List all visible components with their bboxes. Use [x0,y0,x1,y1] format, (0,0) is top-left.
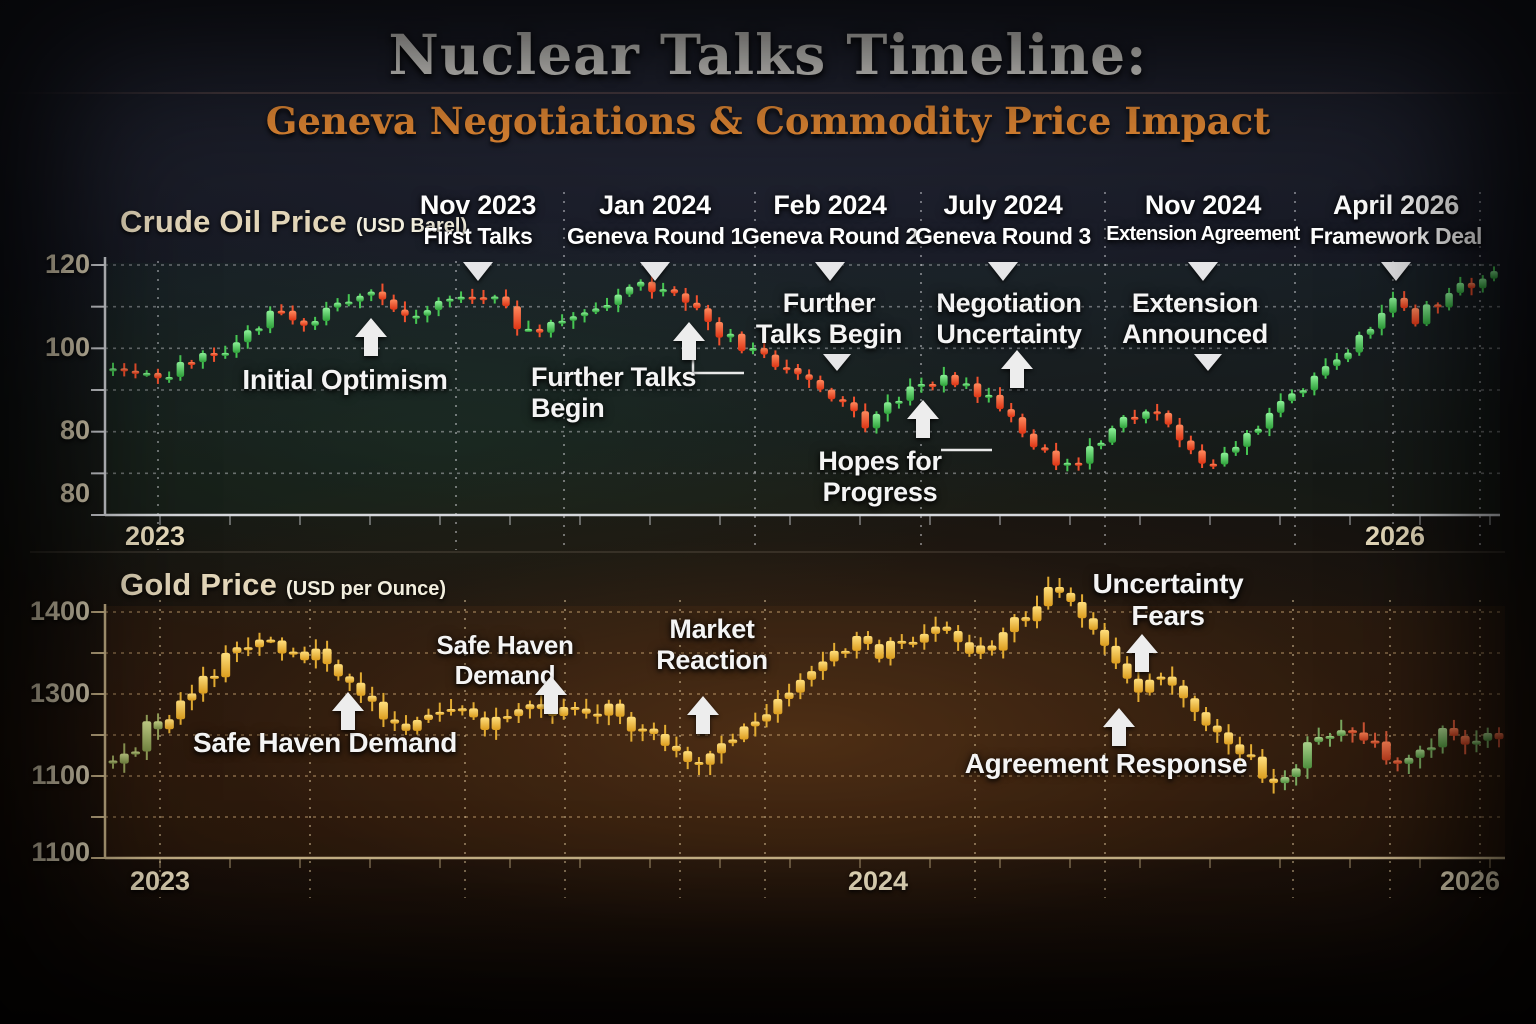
annotation-arrow-up-icon [906,400,940,443]
annotation-arrow-up-icon [354,318,388,361]
gold-y-axis-label: 1100 [31,837,90,867]
page-subtitle: Geneva Negotiations & Commodity Price Im… [265,99,1271,143]
gold-candlestick-series [108,576,1504,794]
timeline-marker-triangle-icon [815,262,845,286]
event-date: April 2026 [1332,190,1460,220]
annotation-safe-haven-demand-2: Safe Haven Demand [436,630,573,690]
annotation-line: Fears [1131,600,1205,632]
crude-oil-x-axis-label: 2023 [124,521,186,551]
annotation-safe-haven-demand-1: Safe Haven Demand [193,727,457,759]
timeline-marker-triangle-icon [1188,262,1218,286]
annotation-line: Further Talks [531,362,697,392]
gold-y-axis-label: 1400 [29,596,90,626]
event-date: Feb 2024 [773,190,887,220]
annotation-line: Extension [1131,288,1259,318]
timeline-event-nov-2023: Nov 2023 First Talks [420,190,536,250]
annotation-line: Uncertainty [1092,568,1244,599]
annotation-line: Further [782,288,876,318]
annotation-arrow-up-icon [686,696,720,739]
event-sublabel: Geneva Round 1 [567,223,743,249]
annotation-further-talks-begin-2: Further Talks Begin [755,288,903,351]
annotation-uncertainty-fears: Uncertainty Fears [1093,568,1244,633]
gold-chart-heading: Gold Price (USD per Ounce) [120,567,446,603]
timeline-event-jan-2024: Jan 2024 Geneva Round 1 [567,190,743,250]
annotation-agreement-response: Agreement Response [964,748,1248,780]
gold-chart-title: Gold Price [120,567,278,602]
event-date: Nov 2023 [419,190,537,220]
event-sublabel: Extension Agreement [1106,223,1300,245]
crude-oil-y-axis-label: 120 [44,249,90,279]
gold-plot-backdrop [105,606,1505,858]
annotation-line: Negotiation [936,288,1082,318]
annotation-line: Announced [1122,319,1268,350]
crude-oil-x-axis-label: 2026 [1364,521,1426,551]
timeline-event-july-2024: July 2024 Geneva Round 3 [915,190,1091,250]
event-date: Jan 2024 [599,190,711,220]
timeline-marker-triangle-icon [988,262,1018,286]
timeline-marker-triangle-icon [1381,262,1411,286]
annotation-line: Safe Haven Demand [192,727,458,758]
crude-oil-y-axis-label: 80 [59,415,90,445]
gold-x-axis-label: 2023 [129,866,191,896]
gold-chart-unit: (USD per Ounce) [286,578,447,600]
timeline-marker-triangle-icon [640,262,670,286]
annotation-line: Uncertainty [936,319,1082,350]
oil-chart-unit: (USD Barel) [355,215,468,237]
gold-y-axis-label: 1100 [31,760,90,790]
annotation-arrow-up-icon [1000,350,1034,393]
page-title: Nuclear Talks Timeline: [388,22,1148,87]
annotation-line: Safe Haven [436,630,574,660]
gold-gridlines [91,600,1505,898]
annotation-connector-lines [30,360,1505,553]
event-sublabel: Framework Deal [1309,223,1483,249]
annotation-line: Progress [822,477,938,508]
annotation-line: Talks Begin [755,319,903,350]
timeline-event-feb-2024: Feb 2024 Geneva Round 2 [742,190,918,250]
event-date: Nov 2024 [1144,190,1262,220]
annotation-arrow-up-icon [672,322,706,365]
oil-chart-heading: Crude Oil Price (USD Barel) [120,204,467,240]
gold-x-axis-label: 2026 [1439,866,1501,896]
event-sublabel: Geneva Round 3 [915,223,1091,249]
annotation-line: Begin [531,393,605,424]
event-sublabel: Geneva Round 2 [742,223,918,249]
gold-y-axis-label: 1300 [29,678,90,708]
annotation-line: Demand [454,660,556,691]
oil-candlestick-series [109,266,1498,472]
timeline-marker-triangle-icon [463,262,493,286]
crude-oil-y-axis-label: 100 [44,332,90,362]
annotation-arrow-up-icon [1102,708,1136,751]
annotation-arrow-up-icon [534,676,568,719]
annotation-arrow-up-icon [331,692,365,735]
annotation-extension-announced: Extension Announced [1122,288,1268,351]
annotation-negotiation-uncertainty: Negotiation Uncertainty [936,288,1082,351]
annotation-initial-optimism: Initial Optimism [242,364,448,396]
annotation-line: Market [669,614,755,644]
annotation-market-reaction: Market Reaction [656,614,768,677]
annotation-line: Initial Optimism [242,364,448,395]
annotation-further-talks-begin-1: Further Talks Begin [531,362,696,425]
annotation-triangle-down-icon [823,354,851,376]
event-sublabel: First Talks [423,223,533,249]
annotation-line: Reaction [656,645,768,676]
gold-x-axis-label: 2024 [847,866,909,896]
event-date: July 2024 [943,190,1063,220]
timeline-event-nov-2024: Nov 2024 Extension Agreement [1106,190,1300,246]
title-divider [0,92,1536,94]
annotation-line: Agreement Response [964,748,1248,779]
annotation-hopes-for-progress: Hopes for Progress [818,446,942,509]
annotation-arrow-up-icon [1125,634,1159,677]
timeline-event-april-2026: April 2026 Framework Deal [1310,190,1482,250]
crude-oil-y-axis-label: 80 [59,478,90,508]
annotation-line: Hopes for [818,446,942,476]
annotation-triangle-down-icon [1194,354,1222,376]
oil-chart-title: Crude Oil Price [120,204,347,239]
